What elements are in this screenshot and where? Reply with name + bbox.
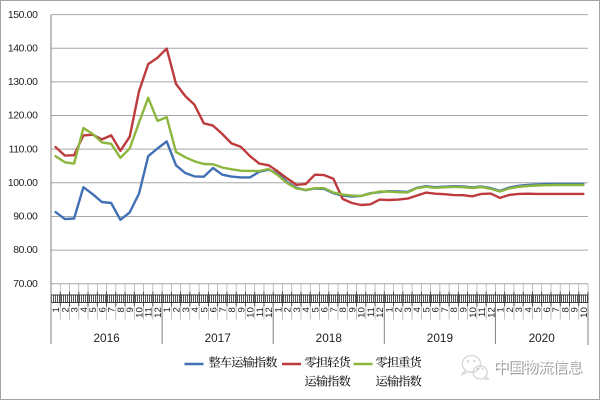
svg-text:10: 10 xyxy=(357,307,368,318)
svg-text:130.00: 130.00 xyxy=(8,77,38,88)
svg-text:2: 2 xyxy=(505,307,516,312)
svg-text:7: 7 xyxy=(329,307,340,312)
svg-text:8: 8 xyxy=(227,307,238,312)
svg-text:1: 1 xyxy=(273,307,284,312)
svg-text:2: 2 xyxy=(60,307,71,312)
svg-text:11: 11 xyxy=(477,307,488,317)
svg-text:6: 6 xyxy=(97,307,108,312)
svg-text:2020: 2020 xyxy=(529,331,556,345)
svg-text:12: 12 xyxy=(264,307,275,318)
svg-text:3: 3 xyxy=(514,307,525,312)
svg-text:5: 5 xyxy=(88,307,99,312)
svg-text:4: 4 xyxy=(523,307,534,313)
svg-text:80.00: 80.00 xyxy=(13,245,38,256)
svg-text:2: 2 xyxy=(394,307,405,312)
svg-text:12: 12 xyxy=(486,307,497,318)
svg-text:2: 2 xyxy=(172,307,183,312)
svg-text:4: 4 xyxy=(190,307,201,313)
svg-text:4: 4 xyxy=(301,307,312,313)
svg-text:110.00: 110.00 xyxy=(9,144,38,155)
svg-text:2: 2 xyxy=(283,307,294,312)
svg-text:7: 7 xyxy=(440,307,451,312)
svg-text:1: 1 xyxy=(51,307,62,312)
svg-text:4: 4 xyxy=(79,307,90,313)
svg-text:8: 8 xyxy=(116,307,127,312)
svg-text:90.00: 90.00 xyxy=(13,212,38,223)
svg-text:3: 3 xyxy=(70,307,81,312)
svg-text:7: 7 xyxy=(218,307,229,312)
svg-text:8: 8 xyxy=(560,307,571,312)
svg-text:6: 6 xyxy=(209,307,220,312)
svg-text:2018: 2018 xyxy=(316,331,343,345)
svg-text:10: 10 xyxy=(246,307,257,318)
svg-text:140.00: 140.00 xyxy=(8,43,38,54)
svg-text:4: 4 xyxy=(412,307,423,313)
svg-text:1: 1 xyxy=(384,307,395,312)
svg-text:2017: 2017 xyxy=(205,331,231,345)
svg-text:100.00: 100.00 xyxy=(8,178,38,189)
svg-text:7: 7 xyxy=(551,307,562,312)
svg-text:10: 10 xyxy=(579,307,590,318)
svg-text:9: 9 xyxy=(459,307,470,312)
svg-text:11: 11 xyxy=(255,307,266,317)
svg-text:2019: 2019 xyxy=(427,331,453,345)
svg-text:2016: 2016 xyxy=(93,331,120,345)
svg-text:9: 9 xyxy=(570,307,581,312)
svg-text:1: 1 xyxy=(162,307,173,312)
svg-text:120.00: 120.00 xyxy=(8,111,38,122)
svg-text:5: 5 xyxy=(199,307,210,312)
svg-text:9: 9 xyxy=(125,307,136,312)
svg-text:11: 11 xyxy=(144,307,155,317)
svg-text:9: 9 xyxy=(347,307,358,312)
svg-text:1: 1 xyxy=(496,307,507,312)
svg-text:12: 12 xyxy=(153,307,164,318)
svg-text:8: 8 xyxy=(338,307,349,312)
svg-text:9: 9 xyxy=(236,307,247,312)
svg-text:3: 3 xyxy=(403,307,414,312)
svg-text:10: 10 xyxy=(135,307,146,318)
svg-text:70.00: 70.00 xyxy=(13,279,38,290)
svg-text:5: 5 xyxy=(310,307,321,312)
svg-text:6: 6 xyxy=(542,307,553,312)
svg-text:150.00: 150.00 xyxy=(8,10,38,21)
svg-text:6: 6 xyxy=(431,307,442,312)
svg-text:3: 3 xyxy=(181,307,192,312)
svg-text:3: 3 xyxy=(292,307,303,312)
svg-text:5: 5 xyxy=(533,307,544,312)
svg-text:7: 7 xyxy=(107,307,118,312)
svg-text:10: 10 xyxy=(468,307,479,318)
svg-text:5: 5 xyxy=(422,307,433,312)
svg-text:11: 11 xyxy=(366,307,377,317)
svg-text:8: 8 xyxy=(449,307,460,312)
svg-text:12: 12 xyxy=(375,307,386,318)
svg-text:6: 6 xyxy=(320,307,331,312)
